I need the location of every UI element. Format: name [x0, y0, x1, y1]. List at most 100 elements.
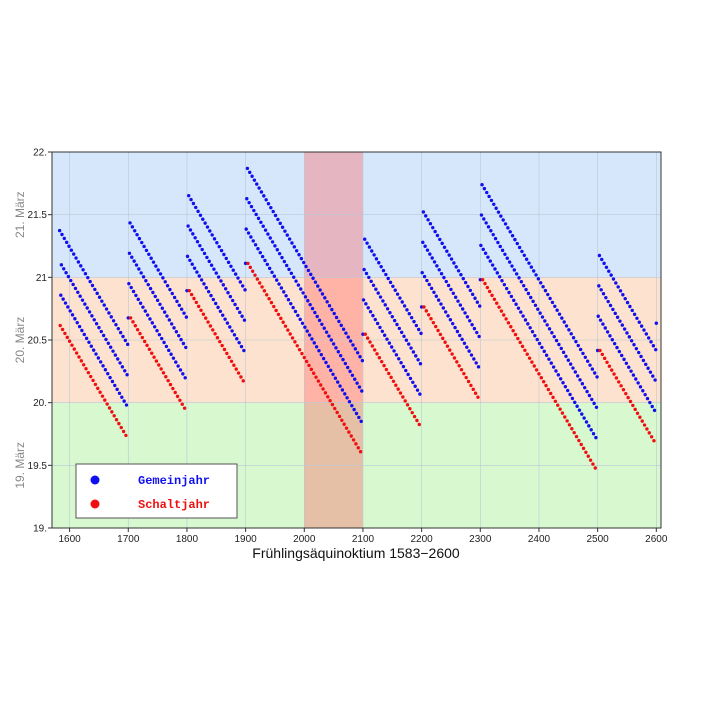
point-gemeinjahr — [571, 366, 575, 370]
point-gemeinjahr — [103, 368, 108, 372]
point-gemeinjahr — [467, 349, 471, 353]
point-gemeinjahr — [60, 232, 64, 237]
point-gemeinjahr — [315, 314, 319, 319]
point-gemeinjahr — [385, 307, 390, 311]
point-gemeinjahr — [575, 404, 579, 408]
point-gemeinjahr — [358, 355, 362, 359]
point-schaltjahr — [178, 398, 182, 402]
point-gemeinjahr — [87, 310, 92, 314]
point-gemeinjahr — [534, 273, 538, 277]
point-gemeinjahr — [289, 301, 293, 306]
point-gemeinjahr — [178, 368, 183, 372]
point-schaltjahr — [74, 351, 79, 355]
point-schaltjahr — [480, 277, 485, 282]
point-schaltjahr — [579, 442, 583, 447]
point-gemeinjahr — [316, 284, 320, 288]
point-schaltjahr — [368, 340, 372, 344]
point-schaltjahr — [326, 395, 330, 399]
point-gemeinjahr — [329, 338, 333, 342]
point-gemeinjahr — [550, 331, 554, 335]
point-gemeinjahr — [243, 288, 247, 292]
point-gemeinjahr — [591, 432, 596, 436]
point-gemeinjahr — [544, 353, 549, 357]
point-gemeinjahr — [177, 333, 181, 338]
point-gemeinjahr — [366, 306, 370, 310]
point-gemeinjahr — [468, 288, 473, 293]
point-gemeinjahr — [492, 202, 496, 207]
x-tick-label: 2000 — [293, 534, 316, 545]
point-schaltjahr — [100, 394, 105, 398]
point-gemeinjahr — [314, 345, 319, 349]
point-gemeinjahr — [99, 329, 103, 334]
point-gemeinjahr — [243, 261, 248, 266]
point-gemeinjahr — [242, 318, 247, 322]
point-gemeinjahr — [386, 276, 390, 281]
point-gemeinjahr — [634, 377, 638, 381]
point-gemeinjahr — [481, 247, 485, 252]
point-gemeinjahr — [513, 237, 517, 242]
point-schaltjahr — [279, 316, 283, 321]
point-schaltjahr — [544, 383, 548, 388]
point-gemeinjahr — [71, 282, 75, 287]
point-gemeinjahr — [248, 170, 252, 175]
point-gemeinjahr — [458, 303, 463, 307]
point-gemeinjahr — [570, 396, 575, 401]
point-gemeinjahr — [251, 239, 255, 243]
point-gemeinjahr — [491, 232, 495, 237]
point-schaltjahr — [356, 446, 360, 450]
point-gemeinjahr — [460, 337, 464, 342]
point-gemeinjahr — [271, 209, 275, 214]
x-tick-label: 1900 — [234, 534, 257, 545]
point-gemeinjahr — [440, 241, 444, 246]
point-gemeinjahr — [188, 228, 193, 232]
point-gemeinjahr — [245, 166, 250, 171]
point-gemeinjahr — [149, 256, 153, 260]
point-schaltjahr — [591, 462, 595, 466]
point-schaltjahr — [455, 360, 459, 364]
point-gemeinjahr — [414, 323, 419, 328]
point-schaltjahr — [504, 317, 508, 321]
point-schaltjahr — [283, 324, 288, 328]
point-schaltjahr — [67, 339, 72, 343]
point-gemeinjahr — [628, 304, 632, 309]
point-gemeinjahr — [303, 325, 307, 329]
point-gemeinjahr — [275, 248, 279, 252]
point-gemeinjahr — [64, 271, 68, 275]
point-gemeinjahr — [616, 285, 620, 289]
point-gemeinjahr — [429, 286, 434, 291]
point-gemeinjahr — [278, 221, 282, 226]
point-gemeinjahr — [283, 229, 287, 233]
point-schaltjahr — [565, 419, 569, 423]
point-schaltjahr — [319, 383, 323, 387]
point-gemeinjahr — [139, 271, 143, 275]
point-gemeinjahr — [455, 329, 460, 334]
point-gemeinjahr — [498, 244, 502, 249]
point-gemeinjahr — [334, 346, 338, 350]
point-gemeinjahr — [571, 335, 576, 340]
point-gemeinjahr — [598, 318, 603, 322]
point-gemeinjahr — [648, 400, 652, 405]
point-gemeinjahr — [221, 313, 225, 317]
point-gemeinjahr — [369, 279, 373, 284]
point-schaltjahr — [276, 312, 281, 317]
point-gemeinjahr — [273, 244, 277, 248]
point-gemeinjahr — [280, 255, 284, 260]
point-schaltjahr — [617, 380, 621, 384]
point-gemeinjahr — [568, 392, 572, 397]
point-gemeinjahr — [519, 280, 524, 284]
point-gemeinjahr — [648, 370, 653, 374]
point-gemeinjahr — [605, 330, 610, 334]
point-gemeinjahr — [566, 358, 570, 362]
point-gemeinjahr — [557, 342, 561, 347]
point-gemeinjahr — [272, 274, 277, 278]
point-gemeinjahr — [423, 244, 427, 248]
point-schaltjahr — [415, 418, 419, 423]
point-gemeinjahr — [357, 415, 361, 420]
point-gemeinjahr — [580, 412, 584, 416]
point-gemeinjahr — [622, 327, 627, 331]
point-gemeinjahr — [217, 244, 221, 249]
point-gemeinjahr — [377, 261, 381, 265]
point-gemeinjahr — [280, 225, 285, 229]
point-schaltjahr — [161, 371, 166, 375]
point-gemeinjahr — [533, 303, 538, 307]
